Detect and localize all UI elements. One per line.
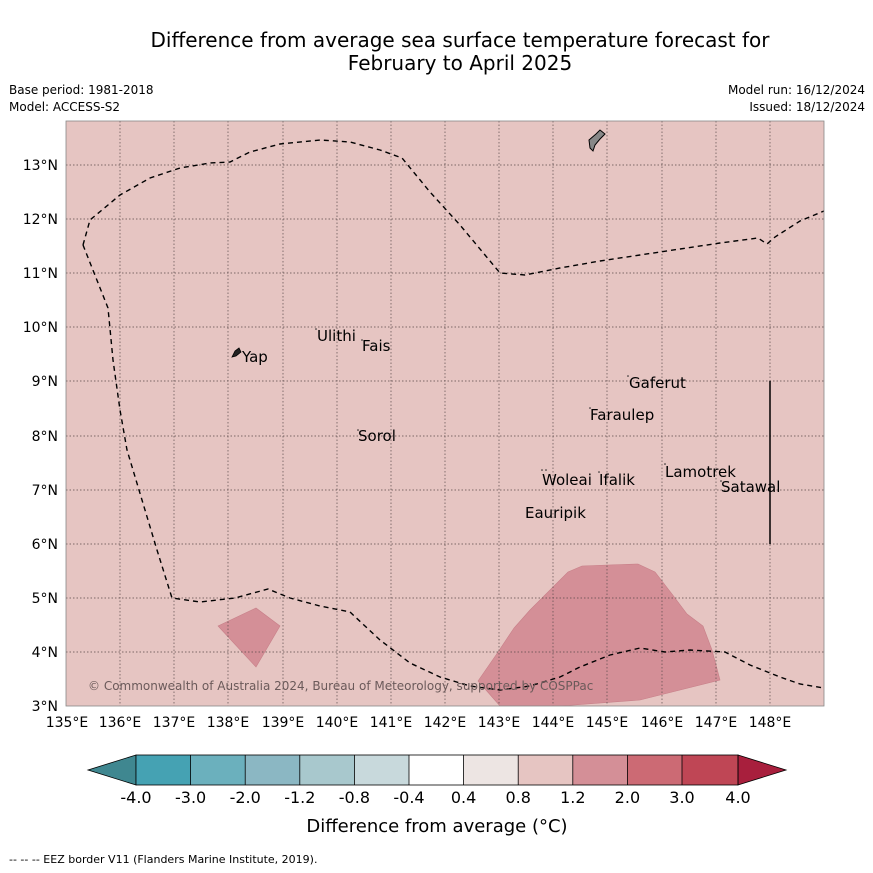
- place-label-fais: Fais: [362, 337, 391, 355]
- faraulep-island: [589, 407, 591, 409]
- legend-label-6: -0.4: [393, 788, 424, 807]
- sorol-island: [357, 429, 359, 431]
- map-title-line-2: February to April 2025: [347, 51, 573, 75]
- lat-tick-13n: 13°N: [23, 158, 58, 174]
- copyright-notice: © Commonwealth of Australia 2024, Bureau…: [88, 679, 593, 693]
- legend-label-2: -3.0: [175, 788, 206, 807]
- lat-tick-10n: 10°N: [23, 320, 58, 336]
- legend-swatch-8: [518, 755, 573, 785]
- map-title-line-1: Difference from average sea surface temp…: [150, 28, 770, 52]
- anomaly-region-southeast: [477, 563, 721, 706]
- lon-tick-135e: 135°E: [46, 715, 89, 731]
- lon-tick-143e: 143°E: [478, 715, 521, 731]
- place-label-ulithi: Ulithi: [317, 327, 356, 345]
- legend-label-3: -2.0: [230, 788, 261, 807]
- lon-tick-147e: 147°E: [695, 715, 738, 731]
- legend-label-5: -0.8: [339, 788, 370, 807]
- legend-label-11: 3.0: [669, 788, 694, 807]
- lon-tick-146e: 146°E: [641, 715, 684, 731]
- woleai-island: [541, 469, 543, 471]
- issued-label: Issued: 18/12/2024: [749, 100, 865, 114]
- map-frame: [65, 120, 825, 707]
- legend-label-7: 0.4: [451, 788, 476, 807]
- legend-extend-high: [737, 754, 788, 786]
- lon-tick-148e: 148°E: [749, 715, 792, 731]
- lon-tick-137e: 137°E: [153, 715, 196, 731]
- lon-tick-139e: 139°E: [262, 715, 305, 731]
- lat-tick-7n: 7°N: [32, 483, 58, 499]
- anomaly-region-west: [217, 607, 281, 668]
- legend-label-8: 0.8: [505, 788, 530, 807]
- gaferut-island: [627, 375, 629, 377]
- lon-tick-142e: 142°E: [424, 715, 467, 731]
- lon-tick-138e: 138°E: [207, 715, 250, 731]
- lat-tick-8n: 8°N: [32, 429, 58, 445]
- place-label-woleai: Woleai: [542, 471, 592, 489]
- place-label-eauripik: Eauripik: [525, 504, 586, 522]
- yap-island: [231, 347, 242, 358]
- place-label-ifalik: Ifalik: [599, 471, 635, 489]
- legend-swatch-6: [409, 755, 464, 785]
- legend-swatch-3: [245, 755, 300, 785]
- guam-island: [588, 129, 606, 152]
- place-label-sorol: Sorol: [358, 427, 396, 445]
- lat-tick-12n: 12°N: [23, 212, 58, 228]
- lat-tick-9n: 9°N: [32, 374, 58, 390]
- lon-tick-140e: 140°E: [316, 715, 359, 731]
- legend-title: Difference from average (°C): [306, 816, 567, 837]
- lamotrek-island: [664, 463, 666, 465]
- eez-border: [82, 139, 824, 276]
- lon-tick-145e: 145°E: [586, 715, 629, 731]
- legend-swatch-9: [572, 755, 628, 785]
- place-label-satawal: Satawal: [721, 478, 780, 496]
- place-label-lamotrek: Lamotrek: [665, 463, 736, 481]
- lat-tick-6n: 6°N: [32, 537, 58, 553]
- legend-swatch-4: [299, 755, 355, 785]
- lat-tick-3n: 3°N: [32, 699, 58, 715]
- model-run-label: Model run: 16/12/2024: [727, 83, 865, 97]
- legend-label-12: 4.0: [725, 788, 750, 807]
- place-label-faraulep: Faraulep: [590, 406, 654, 424]
- lon-tick-141e: 141°E: [370, 715, 413, 731]
- graticule: [66, 121, 824, 706]
- legend-label-4: -1.2: [284, 788, 315, 807]
- fais-island: [361, 339, 363, 341]
- place-label-yap: Yap: [241, 348, 268, 366]
- lon-tick-136e: 136°E: [99, 715, 142, 731]
- lat-tick-11n: 11°N: [23, 266, 58, 282]
- legend-swatch-5: [354, 755, 409, 785]
- legend-swatch-10: [627, 755, 682, 785]
- eez-source-note: -- -- -- EEZ border V11 (Flanders Marine…: [9, 853, 318, 866]
- legend-swatch-2: [190, 755, 246, 785]
- lat-tick-5n: 5°N: [32, 591, 58, 607]
- model-label: Model: ACCESS-S2: [9, 100, 121, 114]
- satawal-island: [720, 480, 722, 482]
- legend-swatch-1: [136, 755, 191, 785]
- ifalik-island: [598, 471, 600, 473]
- legend-extend-low: [86, 754, 137, 786]
- colour-legend: -4.0 -3.0 -2.0 -1.2 -0.8 -0.4 0.4 0.8 1.…: [86, 754, 788, 837]
- eez-border-west: [82, 244, 824, 691]
- legend-label-10: 2.0: [615, 788, 640, 807]
- legend-swatch-11: [682, 755, 738, 785]
- base-period-label: Base period: 1981-2018: [9, 83, 154, 97]
- woleai-island-2: [545, 469, 547, 471]
- ulithi-island: [315, 328, 317, 330]
- place-label-gaferut: Gaferut: [629, 374, 686, 392]
- legend-label-9: 1.2: [560, 788, 585, 807]
- lon-tick-144e: 144°E: [532, 715, 575, 731]
- legend-label-1: -4.0: [120, 788, 151, 807]
- lat-tick-4n: 4°N: [32, 645, 58, 661]
- legend-swatch-7: [463, 755, 519, 785]
